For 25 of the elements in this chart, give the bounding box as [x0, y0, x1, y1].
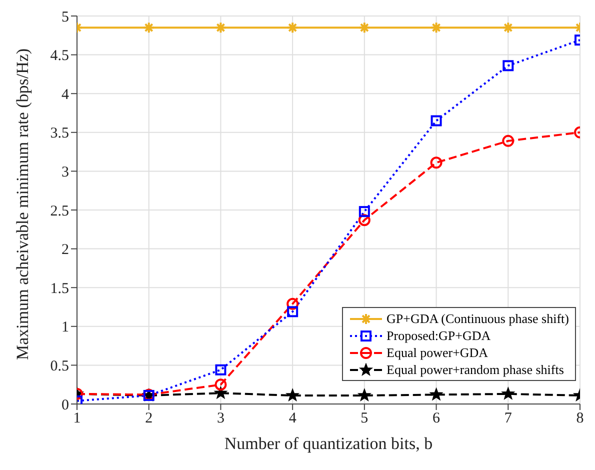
y-tick-label: 4 [62, 86, 70, 103]
y-tick-label: 3.5 [50, 126, 69, 142]
y-tick-label: 1.5 [50, 280, 69, 297]
y-tick-label: 4.5 [50, 48, 69, 64]
y-tick-label: 3 [62, 164, 69, 181]
y-tick-label: 2.5 [50, 203, 69, 220]
x-tick-label: 1 [73, 410, 81, 427]
y-axis-title: Maximum acheivable minimum rate (bps/Hz) [13, 48, 32, 360]
legend-label: Equal power+GDA [386, 344, 488, 361]
x-axis-title: Number of quantization bits, b [224, 434, 433, 453]
x-tick-label: 3 [216, 410, 224, 427]
x-tick-label: 8 [576, 410, 584, 427]
legend-label: GP+GDA (Continuous phase shift) [386, 310, 569, 327]
legend-label: Equal power+random phase shifts [386, 361, 564, 378]
y-tick-label: 0.5 [50, 358, 69, 375]
y-tick-label: 5 [62, 9, 69, 26]
y-tick-label: 1 [62, 320, 69, 336]
legend-label: Proposed:GP+GDA [386, 327, 491, 344]
x-tick-label: 7 [504, 410, 512, 427]
x-tick-label: 5 [360, 410, 368, 427]
x-tick-label: 2 [145, 410, 153, 427]
x-tick-label: 6 [432, 410, 441, 427]
y-tick-label: 0 [62, 397, 69, 414]
y-tick-label: 2 [62, 242, 69, 258]
x-tick-label: 4 [288, 410, 297, 427]
